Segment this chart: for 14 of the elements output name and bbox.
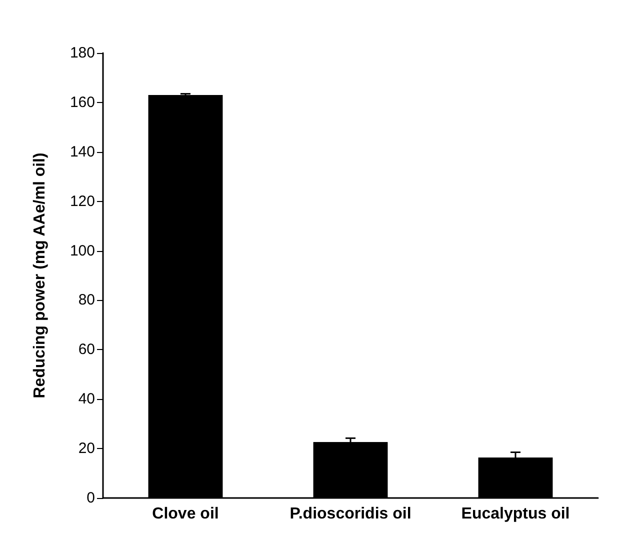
y-tick-label: 0 [86,490,95,506]
x-tick-label: P.dioscoridis oil [290,506,412,522]
y-tick-label: 80 [78,292,95,309]
y-tick-label: 20 [78,440,95,458]
y-tick-label: 100 [70,242,95,260]
y-tick-label: 60 [78,341,95,358]
y-tick-label: 180 [70,44,95,62]
y-axis-title: Reducing power (mg AAe/ml oil) [32,152,48,398]
y-tick-label: 140 [70,143,95,160]
y-tick-label: 120 [70,192,95,210]
y-tick-label: 40 [78,390,95,408]
x-tick-label: Eucalyptus oil [461,506,570,522]
y-tick-label: 160 [70,94,95,111]
x-tick-label: Clove oil [152,506,219,522]
